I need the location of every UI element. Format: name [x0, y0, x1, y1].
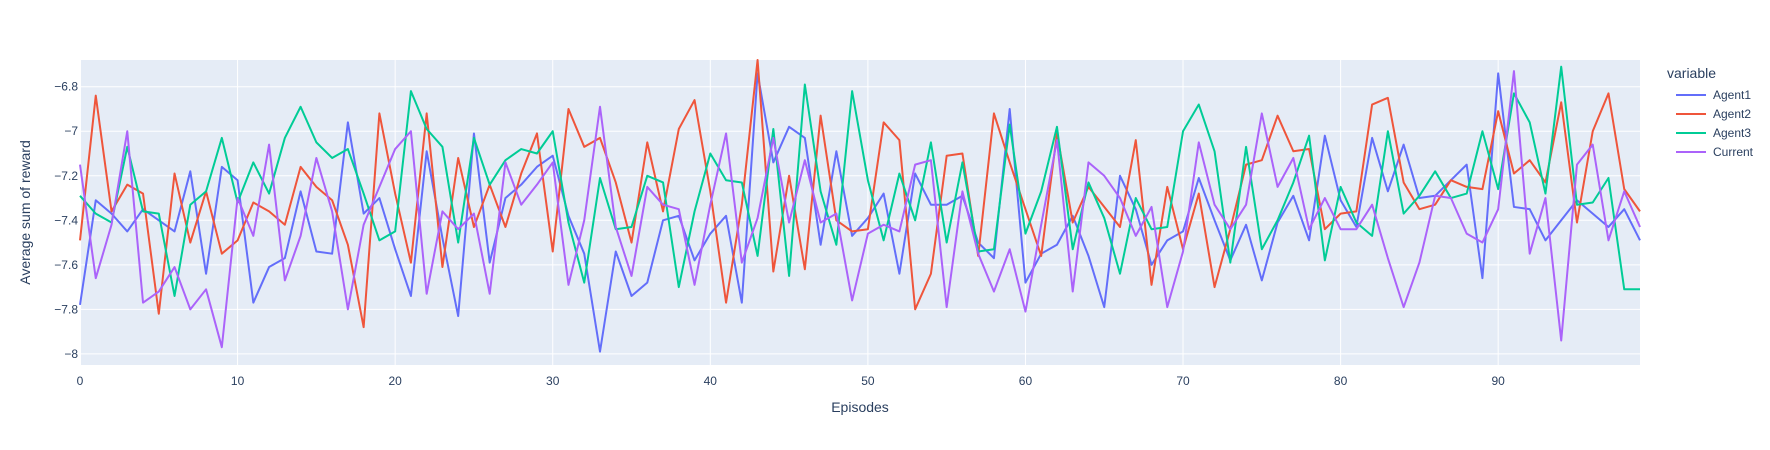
y-tick-label: −7.6 [54, 258, 78, 272]
series-line-agent1 [79, 72, 1641, 353]
series-line-current [79, 70, 1641, 349]
legend-label: Agent2 [1713, 107, 1751, 121]
series-line-agent2 [79, 59, 1641, 329]
x-axis-title: Episodes [831, 399, 889, 415]
y-tick-label: −7.4 [54, 213, 78, 227]
x-tick-label: 90 [1492, 374, 1506, 388]
x-tick-label: 60 [1019, 374, 1033, 388]
legend-item-agent2[interactable]: Agent2 [1676, 107, 1751, 121]
legend-label: Agent3 [1713, 126, 1751, 140]
x-tick-label: 0 [77, 374, 84, 388]
y-tick-label: −7 [64, 124, 78, 138]
x-tick-label: 50 [861, 374, 875, 388]
x-tick-label: 10 [231, 374, 245, 388]
y-tick-label: −6.8 [54, 80, 78, 94]
legend-label: Current [1713, 145, 1754, 159]
x-tick-label: 20 [388, 374, 402, 388]
y-tick-label: −8 [64, 347, 78, 361]
legend-label: Agent1 [1713, 88, 1751, 102]
y-axis-title: Average sum of reward [17, 140, 33, 284]
legend-item-current[interactable]: Current [1676, 145, 1754, 159]
x-tick-label: 70 [1176, 374, 1190, 388]
legend[interactable]: variable Agent1 Agent2 Agent3 Current [1667, 65, 1754, 159]
y-tick-label: −7.8 [54, 302, 78, 316]
x-axis-ticks: 0 10 20 30 40 50 60 70 80 90 [77, 374, 1506, 388]
plot-background [80, 60, 1640, 365]
legend-title: variable [1667, 65, 1716, 81]
x-tick-label: 40 [704, 374, 718, 388]
x-tick-label: 80 [1334, 374, 1348, 388]
legend-item-agent3[interactable]: Agent3 [1676, 126, 1751, 140]
legend-item-agent1[interactable]: Agent1 [1676, 88, 1751, 102]
y-tick-label: −7.2 [54, 169, 78, 183]
series-line-agent3 [79, 65, 1640, 297]
x-tick-label: 30 [546, 374, 560, 388]
series-lines [79, 59, 1641, 353]
y-axis-ticks: −8 −7.8 −7.6 −7.4 −7.2 −7 −6.8 [54, 80, 78, 361]
